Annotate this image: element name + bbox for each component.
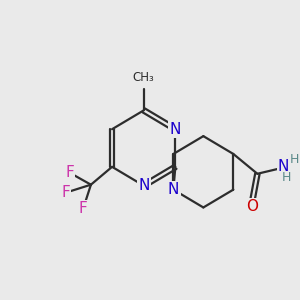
Text: H: H bbox=[281, 171, 291, 184]
Text: CH₃: CH₃ bbox=[133, 70, 154, 84]
Text: N: N bbox=[278, 159, 289, 174]
Text: O: O bbox=[247, 199, 259, 214]
Text: F: F bbox=[65, 165, 74, 180]
Text: F: F bbox=[61, 185, 70, 200]
Text: H: H bbox=[290, 153, 300, 167]
Text: F: F bbox=[79, 201, 88, 216]
Text: N: N bbox=[138, 178, 149, 193]
Text: N: N bbox=[170, 122, 181, 137]
Text: N: N bbox=[168, 182, 179, 197]
